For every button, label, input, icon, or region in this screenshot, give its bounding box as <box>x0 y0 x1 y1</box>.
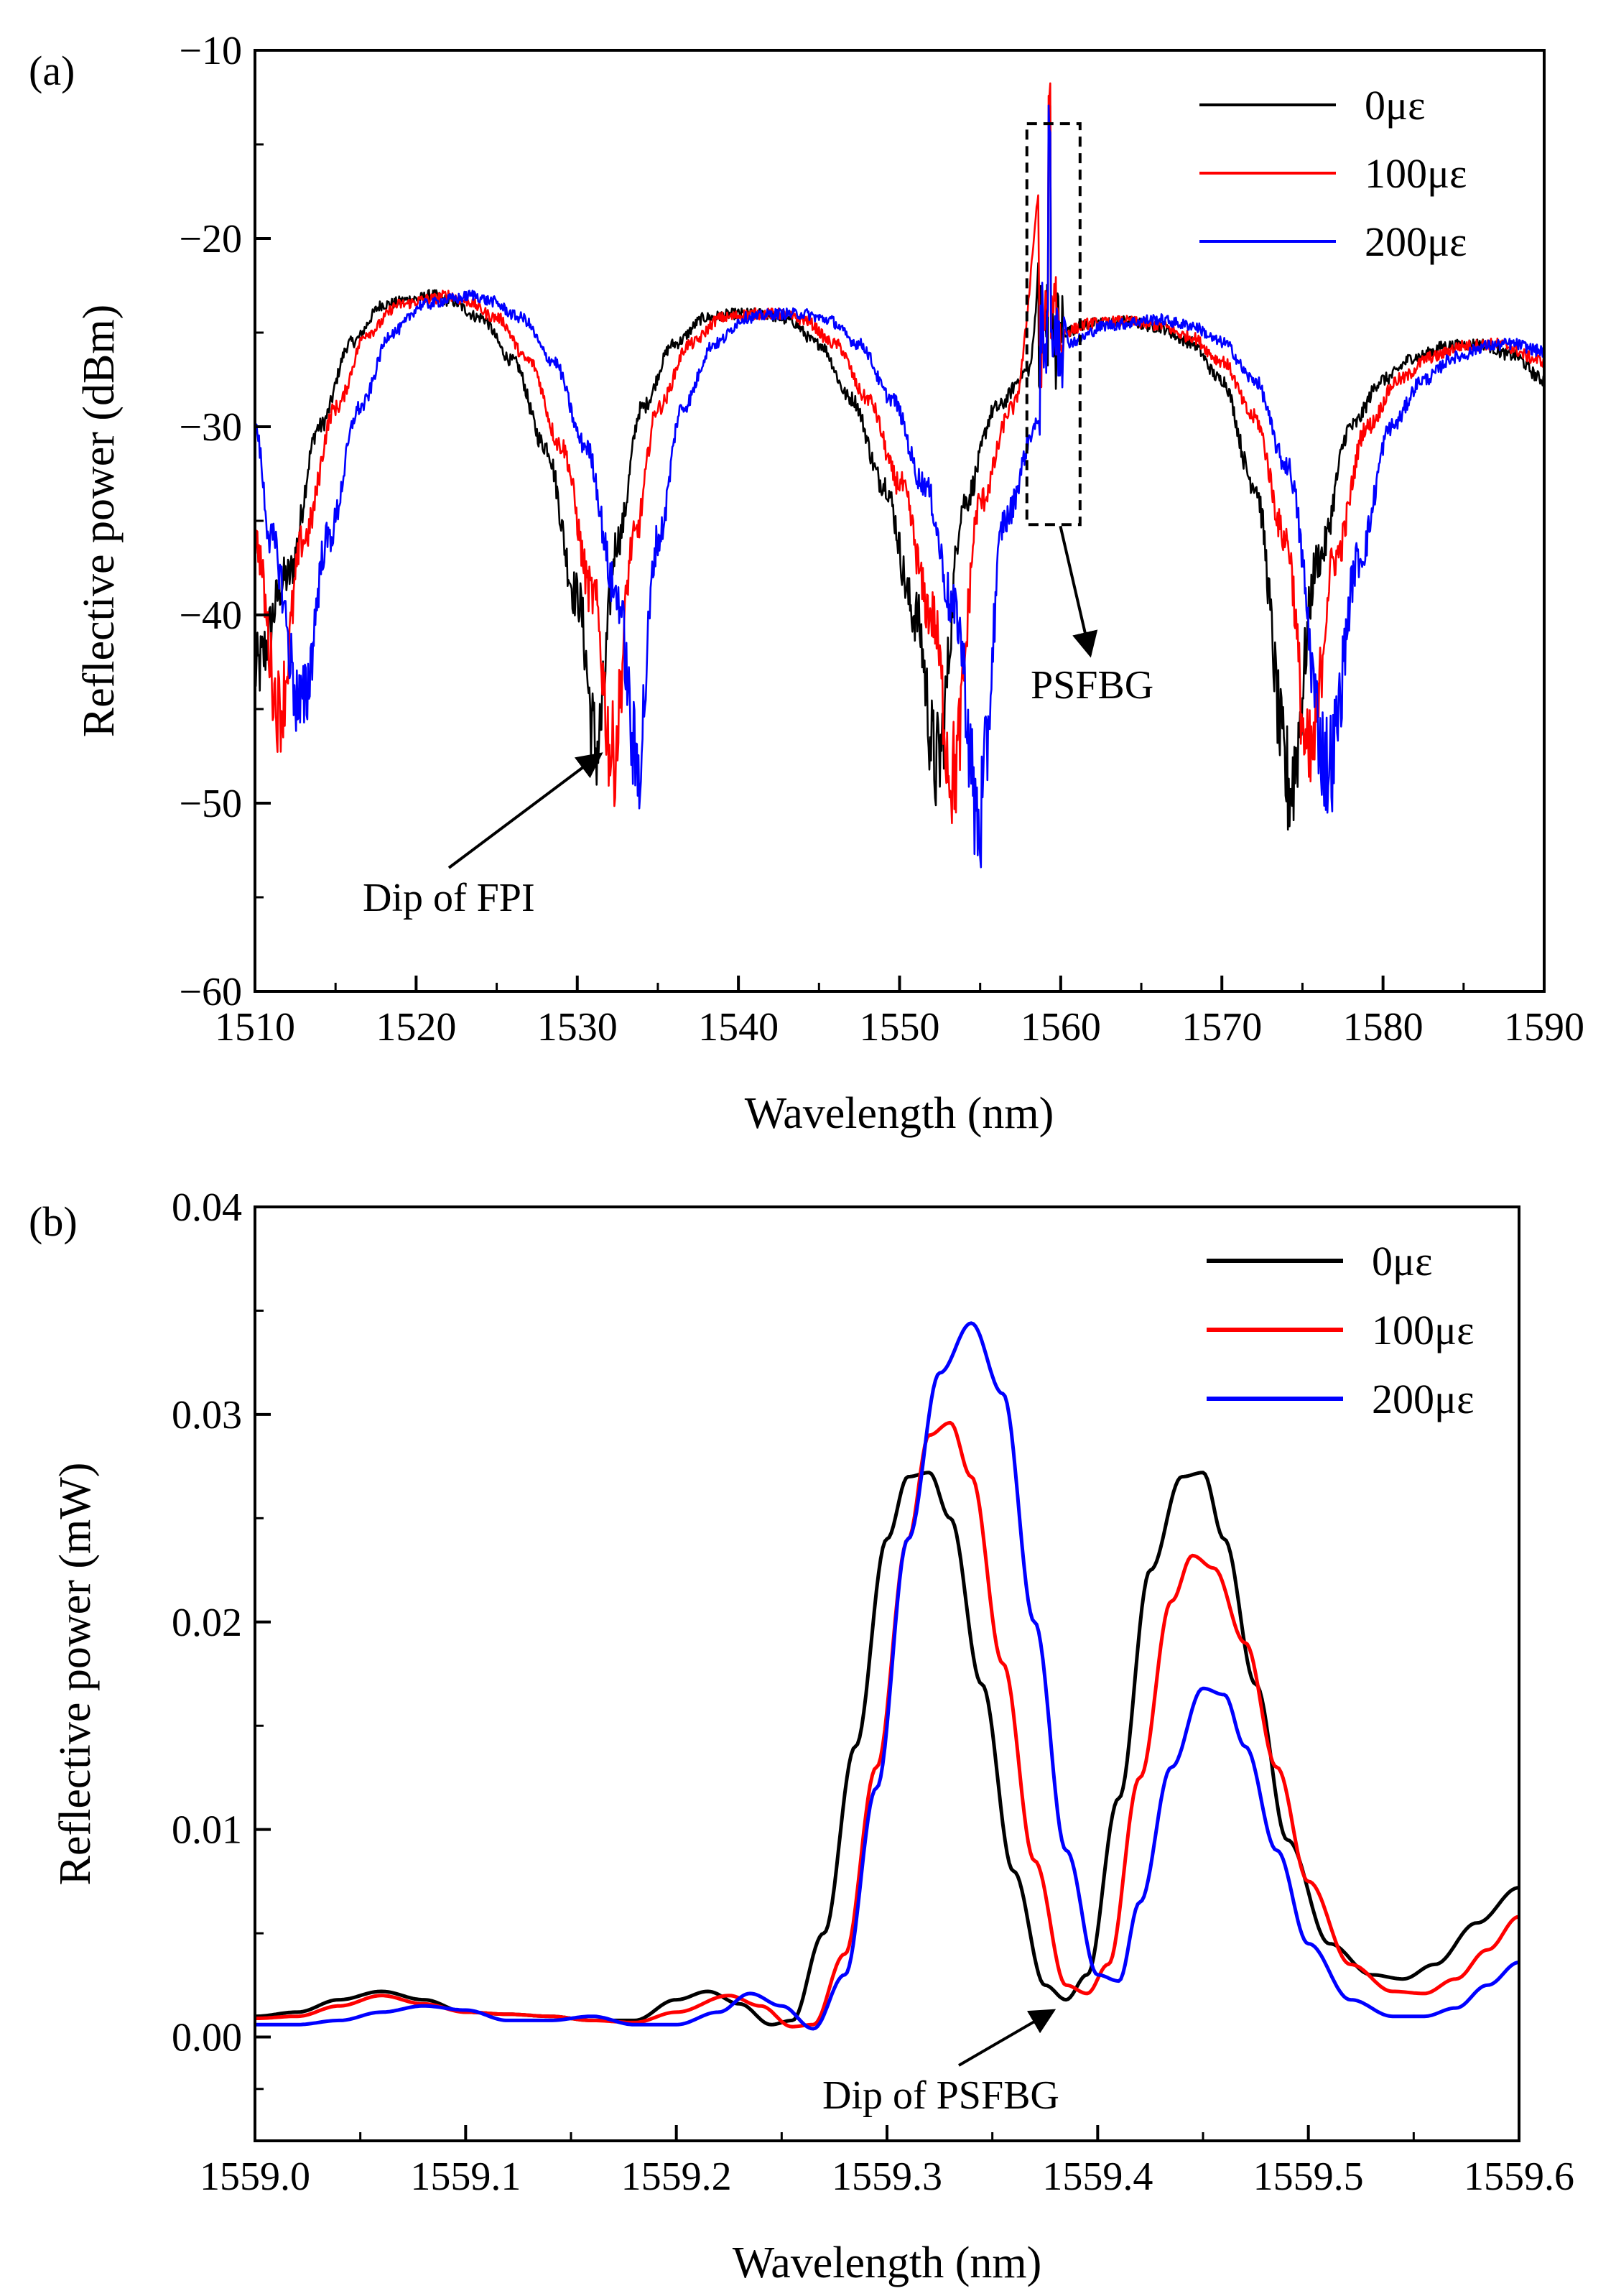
y-tick-label: −60 <box>179 970 242 1014</box>
legend-label-2: 200με <box>1372 1376 1474 1422</box>
panel-b-chart: (b) 1559.0 1559.1 1559.2 1559.3 1559.4 1559.5… <box>29 1185 1574 2287</box>
series-line-0 <box>254 1471 1520 2027</box>
panel-a-frame <box>254 49 1546 993</box>
panel-a-annotations: Dip of FPI PSFBG <box>363 122 1153 920</box>
panel-a-ylabel: Reflective power (dBm) <box>75 305 124 738</box>
x-tick-label: 1559.4 <box>1042 2154 1153 2199</box>
panel-a-series <box>254 82 1546 869</box>
x-tick-label: 1570 <box>1181 1005 1262 1050</box>
panel-b-ylabel: Reflective power (mW) <box>51 1463 100 1886</box>
y-tick-label: 0.00 <box>172 2016 242 2060</box>
x-tick-label: 1559.3 <box>832 2154 942 2199</box>
series-line-1 <box>254 82 1546 825</box>
legend-label-1: 100με <box>1365 150 1467 197</box>
panel-b-frame <box>254 1205 1520 2142</box>
y-tick-label: 0.04 <box>172 1185 242 1230</box>
annotation-arrow-fpi <box>447 752 603 869</box>
x-tick-label: 1510 <box>215 1005 295 1050</box>
x-tick-label: 1560 <box>1021 1005 1101 1050</box>
annotation-psfbg-box <box>1025 122 1082 527</box>
y-tick-label: 0.02 <box>172 1601 242 1645</box>
y-tick-label: 0.01 <box>172 1808 242 1853</box>
x-tick-label: 1540 <box>698 1005 779 1050</box>
x-tick-label: 1550 <box>860 1005 940 1050</box>
legend-label-0: 0με <box>1365 82 1425 129</box>
annotation-arrow-psfbg-dip <box>957 2009 1057 2067</box>
y-tick-label: −30 <box>179 405 242 450</box>
annotation-dip-of-fpi: Dip of FPI <box>363 876 535 920</box>
x-tick-label: 1520 <box>376 1005 456 1050</box>
panel-b-legend: 0με 100με 200με <box>1207 1238 1474 1422</box>
y-tick-label: −10 <box>179 29 242 73</box>
legend-label-1: 100με <box>1372 1307 1474 1353</box>
panel-a-chart: (a) 1510 1520 1530 1540 1550 1560 1570 1580 1590… <box>29 29 1584 1138</box>
x-tick-label: 1530 <box>537 1005 618 1050</box>
series-line-2 <box>254 104 1546 869</box>
x-tick-label: 1559.6 <box>1464 2154 1574 2199</box>
y-tick-label: 0.03 <box>172 1393 242 1438</box>
y-tick-label: −50 <box>179 782 242 826</box>
x-tick-label: 1559.2 <box>621 2154 732 2199</box>
series-line-0 <box>254 102 1546 831</box>
x-tick-label: 1580 <box>1343 1005 1424 1050</box>
legend-label-2: 200με <box>1365 218 1467 265</box>
y-tick-label: −40 <box>179 593 242 638</box>
x-tick-label: 1590 <box>1504 1005 1584 1050</box>
annotation-arrow-psfbg <box>1059 525 1098 658</box>
x-tick-label: 1559.0 <box>200 2154 310 2199</box>
panel-b-xlabel: Wavelength (nm) <box>733 2239 1042 2287</box>
panel-b-ticks: 1559.0 1559.1 1559.2 1559.3 1559.4 1559.5 1559… <box>172 1185 1574 2199</box>
series-line-2 <box>255 1321 1520 2031</box>
panel-a-label: (a) <box>29 47 75 94</box>
panel-b-series <box>254 1321 1520 2031</box>
annotation-dip-of-psfbg: Dip of PSFBG <box>822 2073 1059 2118</box>
x-tick-label: 1559.1 <box>410 2154 521 2199</box>
annotation-psfbg: PSFBG <box>1031 663 1153 708</box>
panel-a-legend: 0με 100με 200με <box>1199 82 1467 265</box>
panel-a-ticks: 1510 1520 1530 1540 1550 1560 1570 1580 1590 −60 −… <box>179 29 1584 1050</box>
panel-b-annotations: Dip of PSFBG <box>822 2009 1059 2118</box>
y-tick-label: −20 <box>179 217 242 261</box>
panel-b-label: (b) <box>29 1198 78 1245</box>
x-tick-label: 1559.5 <box>1253 2154 1364 2199</box>
panel-a-xlabel: Wavelength (nm) <box>745 1089 1054 1138</box>
legend-label-0: 0με <box>1372 1238 1432 1284</box>
